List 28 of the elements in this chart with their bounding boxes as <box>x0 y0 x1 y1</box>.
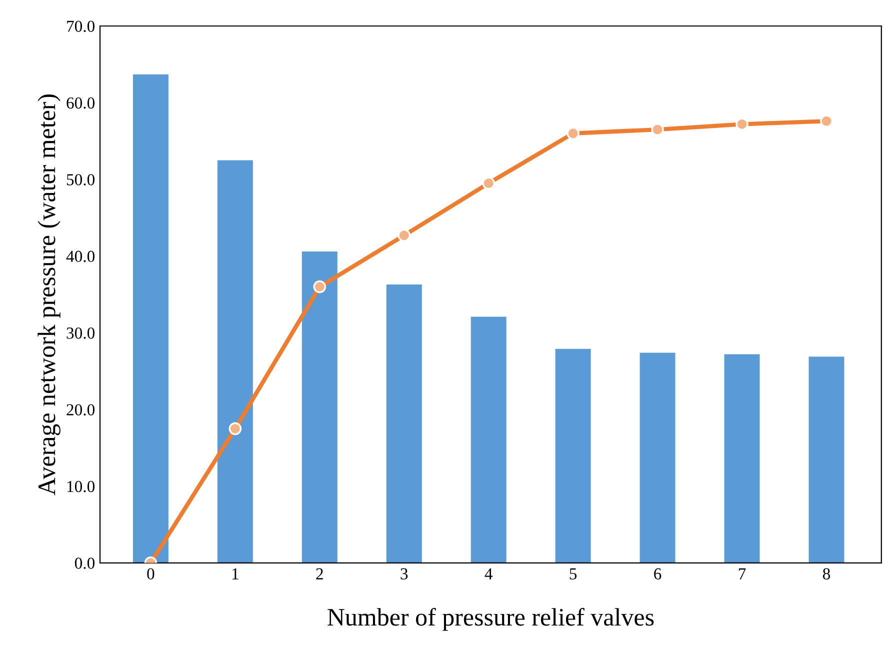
x-tick-label: 0 <box>147 568 154 580</box>
y-tick-label: 10.0 <box>67 480 95 492</box>
x-tick-label: 1 <box>232 568 238 580</box>
x-axis-title: Number of pressure relief valves <box>328 608 654 631</box>
bar <box>302 252 338 563</box>
x-tick-label: 4 <box>484 568 492 580</box>
bar <box>386 284 422 563</box>
x-tick-label: 6 <box>654 568 662 580</box>
x-tick-label: 8 <box>822 568 830 580</box>
x-tick-label: 7 <box>738 568 746 580</box>
y-tick-label: 60.0 <box>66 97 95 109</box>
bar <box>217 160 253 563</box>
y-tick-label: 40.0 <box>66 250 95 262</box>
y-axis-title: Average network pressure (water meter) <box>38 94 60 496</box>
y-tick-label: 0.0 <box>74 558 95 569</box>
y-tick-label: 30.0 <box>66 328 95 339</box>
x-tick-label: 3 <box>400 568 408 580</box>
bar <box>555 348 591 563</box>
y-tick-label: 70.0 <box>67 20 95 32</box>
y-tick-label: 50.0 <box>66 174 95 186</box>
bar <box>470 316 506 563</box>
bar <box>724 354 760 563</box>
bar <box>132 74 168 563</box>
x-tick-label: 2 <box>316 568 323 580</box>
bar <box>640 352 676 563</box>
bar <box>808 356 844 563</box>
x-tick-label: 5 <box>570 568 577 580</box>
y-tick-label: 20.0 <box>66 404 95 416</box>
